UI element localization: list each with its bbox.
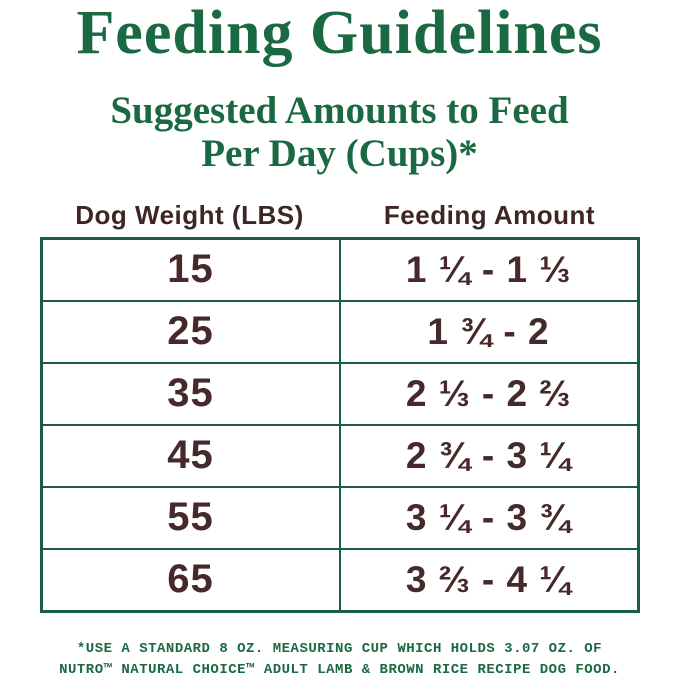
column-header-feeding-amount: Feeding Amount: [383, 199, 596, 230]
feeding-table: 15 1 ¼ - 1 ⅓ 25 1 ¾ - 2 35 2 ⅓ - 2 ⅔ 45 …: [39, 236, 640, 613]
feeding-amount-cell: 1 ¾ - 2: [338, 299, 639, 364]
table-row: 65 3 ⅔ - 4 ¼: [40, 547, 639, 613]
feeding-amount-cell: 2 ⅓ - 2 ⅔: [338, 361, 639, 426]
table-column-headers: Dog Weight (LBS) Feeding Amount: [40, 200, 640, 231]
footnote-line-1: *USE A STANDARD 8 OZ. MEASURING CUP WHIC…: [76, 640, 603, 657]
feeding-amount-cell: 3 ⅔ - 4 ¼: [338, 547, 639, 613]
feeding-amount-cell: 3 ¼ - 3 ¾: [338, 485, 639, 550]
dog-weight-cell: 55: [40, 485, 341, 550]
feeding-amount-cell: 2 ¾ - 3 ¼: [338, 423, 639, 488]
dog-weight-cell: 35: [40, 361, 341, 426]
dog-weight-cell: 25: [40, 299, 341, 364]
table-row: 25 1 ¾ - 2: [40, 299, 639, 364]
feeding-amount-cell: 1 ¼ - 1 ⅓: [338, 237, 639, 302]
dog-weight-cell: 65: [40, 547, 341, 613]
table-row: 35 2 ⅓ - 2 ⅔: [40, 361, 639, 426]
dog-weight-cell: 45: [40, 423, 341, 488]
column-header-dog-weight: Dog Weight (LBS): [75, 199, 304, 230]
footnote-line-2: NUTRO™ NATURAL CHOICE™ ADULT LAMB & BROW…: [59, 662, 620, 675]
page-title: Feeding Guidelines: [76, 0, 603, 67]
table-row: 55 3 ¼ - 3 ¾: [40, 485, 639, 550]
footnote: *USE A STANDARD 8 OZ. MEASURING CUP WHIC…: [0, 639, 679, 675]
subtitle-line-1: Suggested Amounts to Feed: [110, 89, 569, 132]
subtitle-line-2: Per Day (Cups)*: [201, 131, 478, 175]
table-row: 45 2 ¾ - 3 ¼: [40, 423, 639, 488]
table-row: 15 1 ¼ - 1 ⅓: [40, 237, 639, 302]
subtitle: Suggested Amounts to Feed Per Day (Cups)*: [0, 89, 679, 176]
dog-weight-cell: 15: [40, 237, 341, 302]
